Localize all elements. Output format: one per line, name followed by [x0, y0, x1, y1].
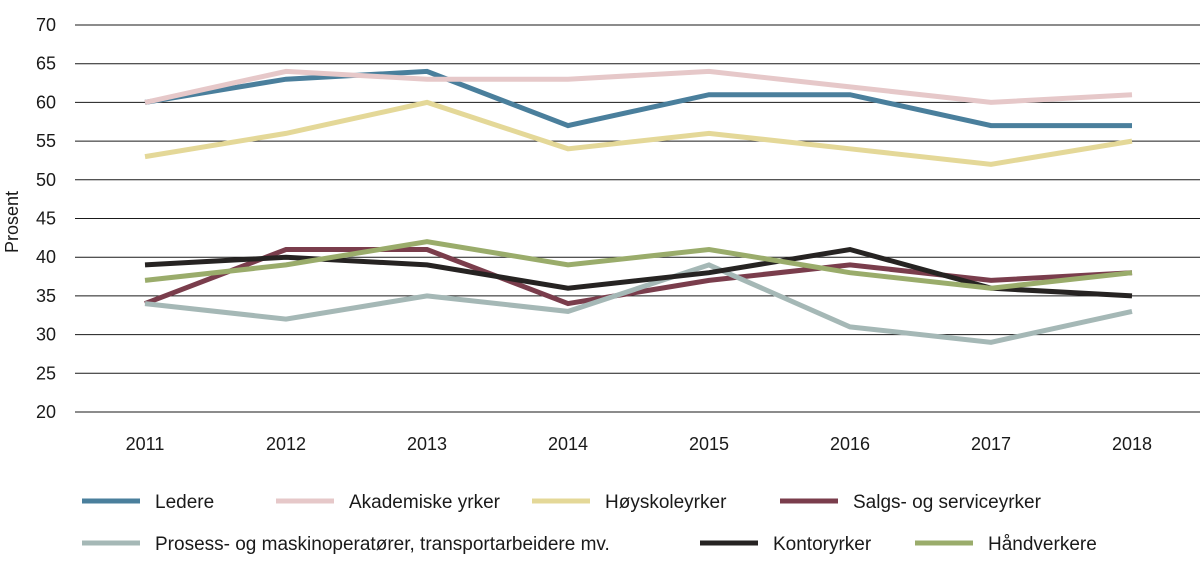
legend-item: Kontoryrker — [700, 534, 872, 555]
x-tick-label: 2012 — [266, 434, 306, 454]
legend-label: Prosess- og maskinoperatører, transporta… — [155, 534, 610, 555]
series-line — [145, 71, 1132, 102]
legend-label: Håndverkere — [988, 534, 1097, 555]
legend-item: Akademiske yrker — [276, 492, 501, 513]
series-line — [145, 265, 1132, 342]
y-tick-label: 30 — [36, 325, 56, 345]
x-tick-label: 2018 — [1112, 434, 1152, 454]
y-axis-tick-labels: 20 25 30 35 40 45 50 55 60 65 70 — [36, 15, 56, 422]
y-tick-label: 20 — [36, 402, 56, 422]
x-tick-label: 2011 — [126, 434, 165, 454]
y-axis-label: Prosent — [2, 191, 22, 253]
legend-item: Ledere — [82, 492, 214, 513]
y-tick-label: 65 — [36, 54, 56, 74]
legend-label: Høyskoleyrker — [605, 492, 727, 513]
legend-label: Ledere — [155, 492, 214, 513]
legend-label: Akademiske yrker — [349, 492, 501, 513]
y-tick-label: 25 — [36, 363, 56, 383]
x-tick-label: 2013 — [407, 434, 447, 454]
legend-label: Kontoryrker — [773, 534, 872, 555]
y-tick-label: 55 — [36, 131, 56, 151]
legend-item: Prosess- og maskinoperatører, transporta… — [82, 534, 610, 555]
x-tick-label: 2014 — [548, 434, 588, 454]
legend-item: Håndverkere — [915, 534, 1097, 555]
y-tick-label: 70 — [36, 15, 56, 35]
legend-item: Høyskoleyrker — [532, 492, 727, 513]
x-axis-tick-labels: 2011 2012 2013 2014 2015 2016 2017 2018 — [126, 434, 1152, 454]
y-tick-label: 45 — [36, 209, 56, 229]
series-lines — [145, 71, 1132, 342]
series-line — [145, 71, 1132, 125]
x-tick-label: 2015 — [689, 434, 729, 454]
legend-item: Salgs- og serviceyrker — [780, 492, 1042, 513]
y-tick-label: 50 — [36, 170, 56, 190]
legend: Ledere Akademiske yrker Høyskoleyrker Salgs… — [82, 492, 1097, 555]
legend-label: Salgs- og serviceyrker — [853, 492, 1042, 513]
x-tick-label: 2017 — [971, 434, 1011, 454]
y-tick-label: 60 — [36, 92, 56, 112]
x-tick-label: 2016 — [830, 434, 870, 454]
y-tick-label: 35 — [36, 286, 56, 306]
y-tick-label: 40 — [36, 247, 56, 267]
